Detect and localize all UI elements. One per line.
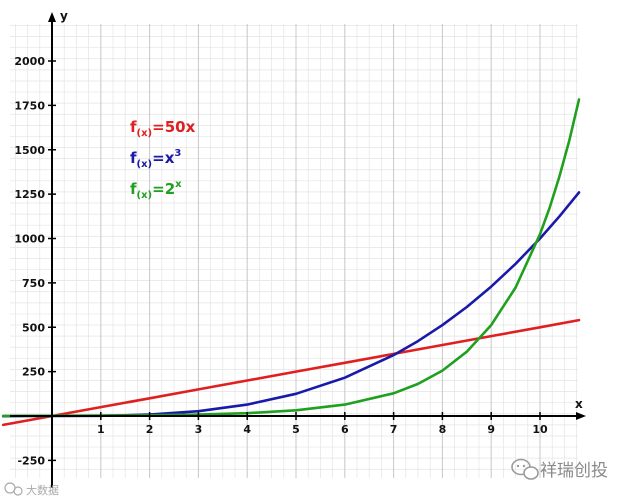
- y-tick-label: 1750: [14, 99, 45, 112]
- series-line-3: [1, 98, 581, 418]
- x-tick-label: 7: [390, 423, 398, 436]
- x-tick-label: 2: [146, 423, 154, 436]
- x-tick-label: 8: [439, 423, 447, 436]
- legend-entry-3: f(x)=2x: [130, 179, 182, 201]
- ticks-layer: 1 2 3 4 5 6 7 8 9 10 -250 250 500 750 1000 1250 1500 1750…: [14, 55, 548, 467]
- watermark-left: 大数据: [4, 482, 59, 497]
- y-tick-label: 1000: [14, 233, 45, 246]
- y-axis-label: y: [60, 9, 68, 23]
- x-tick-label: 3: [195, 423, 203, 436]
- y-tick-label: 500: [22, 321, 45, 334]
- x-tick-label: 1: [97, 423, 105, 436]
- y-tick-label: 2000: [14, 55, 45, 68]
- x-axis-arrow: [576, 412, 586, 420]
- x-tick-label: 10: [532, 423, 548, 436]
- y-tick-label: 250: [22, 366, 45, 379]
- x-tick-label: 4: [243, 423, 251, 436]
- y-axis-arrow: [48, 12, 56, 22]
- y-tick-label: -250: [17, 454, 45, 467]
- legend-entry-1: f(x)=50x: [130, 118, 196, 139]
- watermark-right-text: 祥瑞创投: [540, 461, 608, 481]
- legend: f(x)=50x f(x)=x3 f(x)=2x: [130, 118, 196, 201]
- y-tick-label: 750: [22, 277, 45, 290]
- series-line-2: [1, 191, 581, 418]
- x-tick-label: 9: [487, 423, 495, 436]
- x-tick-label: 6: [341, 423, 349, 436]
- chat-bubble-icon: [511, 458, 539, 480]
- series-layer: [1, 98, 581, 427]
- y-tick-label: 1500: [14, 144, 45, 157]
- x-tick-label: 5: [292, 423, 300, 436]
- legend-entry-2: f(x)=x3: [130, 148, 181, 170]
- axes-layer: x y: [10, 9, 586, 488]
- watermark-right: 祥瑞创投: [511, 458, 608, 481]
- series-line-1: [1, 318, 581, 427]
- grid-minor: [10, 24, 578, 478]
- y-tick-label: 1250: [14, 188, 45, 201]
- x-axis-label: x: [575, 397, 583, 411]
- watermark-logo-icon: [4, 482, 23, 496]
- watermark-left-text: 大数据: [26, 483, 59, 497]
